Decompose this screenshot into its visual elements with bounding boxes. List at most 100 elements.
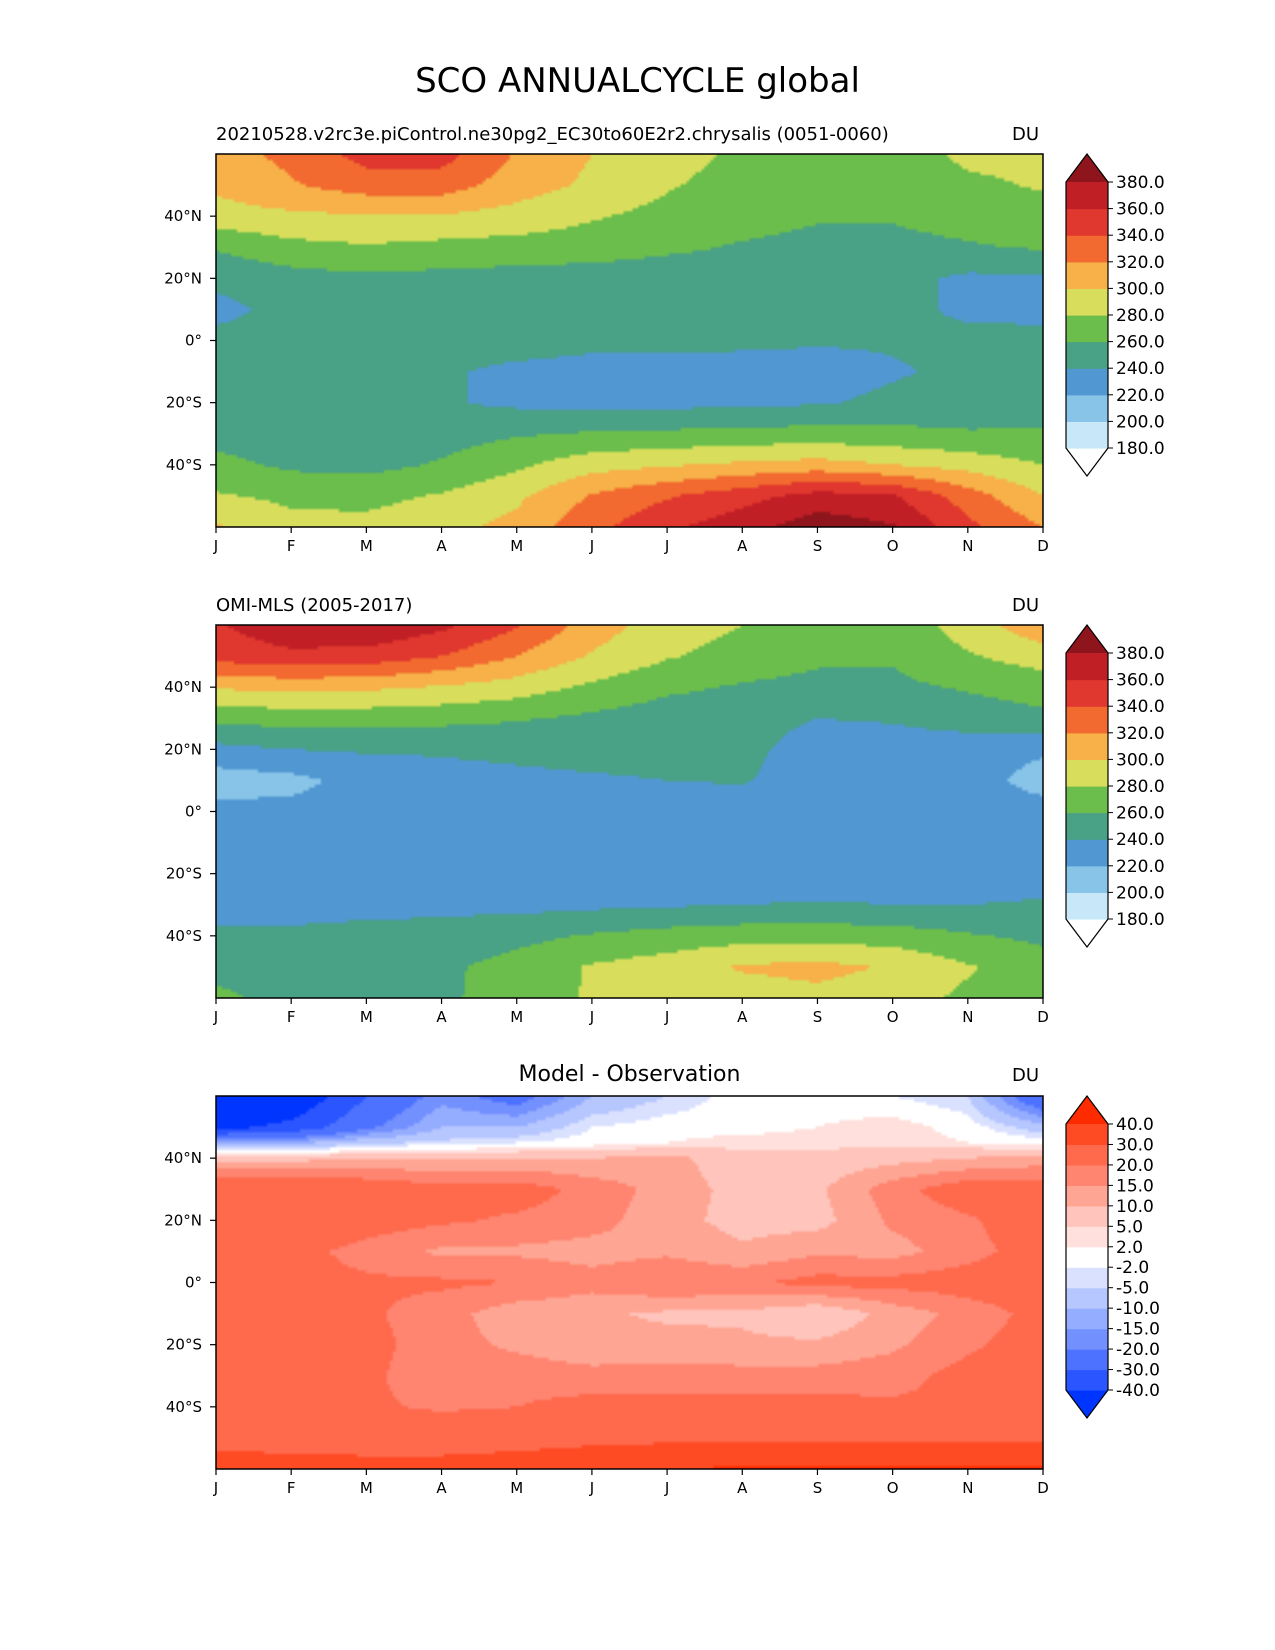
colorbar-label: 10.0 bbox=[1116, 1197, 1154, 1217]
contour-field bbox=[216, 154, 1043, 527]
x-tick-label: M bbox=[360, 1479, 373, 1497]
contour-field bbox=[216, 1096, 1043, 1469]
x-tick-label: F bbox=[287, 537, 296, 555]
panel-model-axes: J F M A M J J A S O N D 40°N 20°N 0° 20°S 40°S bbox=[164, 207, 1049, 555]
colorbar-segment bbox=[1066, 315, 1108, 343]
panel-difference-units: DU bbox=[1012, 1065, 1039, 1086]
colorbar-segment bbox=[1066, 1164, 1108, 1186]
colorbar-segment bbox=[1066, 679, 1108, 707]
panel-observation-contour bbox=[215, 624, 1044, 999]
colorbar-label: -15.0 bbox=[1116, 1320, 1160, 1340]
y-tick-label: 40°S bbox=[166, 1398, 202, 1416]
colorbar-segment bbox=[1066, 261, 1108, 289]
x-tick-label: O bbox=[887, 1008, 899, 1026]
colorbar-segment bbox=[1066, 1144, 1108, 1166]
x-tick-label: N bbox=[962, 1479, 973, 1497]
x-tick-label: A bbox=[436, 1008, 447, 1026]
x-tick-label: M bbox=[510, 1479, 523, 1497]
colorbar-label: 220.0 bbox=[1116, 857, 1165, 877]
x-tick-label: J bbox=[664, 1008, 669, 1026]
colorbar-segment bbox=[1066, 706, 1108, 734]
y-tick-label: 0° bbox=[185, 332, 202, 350]
colorbar-segment bbox=[1066, 1287, 1108, 1309]
colorbar-label: -30.0 bbox=[1116, 1361, 1160, 1381]
colorbar-label: 360.0 bbox=[1116, 200, 1165, 220]
x-tick-label: D bbox=[1037, 1008, 1049, 1026]
y-tick-label: 40°S bbox=[166, 927, 202, 945]
x-tick-label: J bbox=[589, 1479, 594, 1497]
panel-observation: OMI-MLS (2005-2017) DU J F M A M J J A S O N D 40°N 2… bbox=[164, 595, 1164, 1026]
x-tick-label: N bbox=[962, 1008, 973, 1026]
panel-model-contour bbox=[215, 153, 1044, 528]
y-tick-label: 40°S bbox=[166, 456, 202, 474]
colorbar-segment bbox=[1066, 1226, 1108, 1248]
x-tick-label: J bbox=[589, 1008, 594, 1026]
figure-title: SCO ANNUALCYCLE global bbox=[415, 61, 860, 101]
x-tick-label: M bbox=[360, 537, 373, 555]
colorbar-label: 280.0 bbox=[1116, 306, 1165, 326]
colorbar-segment bbox=[1066, 759, 1108, 787]
panel-model-units: DU bbox=[1012, 124, 1039, 145]
colorbar-label: 2.0 bbox=[1116, 1238, 1143, 1258]
colorbar-label: -10.0 bbox=[1116, 1299, 1160, 1319]
colorbar-segment bbox=[1066, 1308, 1108, 1330]
colorbar-label: -40.0 bbox=[1116, 1381, 1160, 1401]
colorbar-segment bbox=[1066, 208, 1108, 236]
y-tick-label: 20°N bbox=[164, 1211, 202, 1229]
y-tick-label: 40°N bbox=[164, 1149, 202, 1167]
colorbar-segment bbox=[1066, 839, 1108, 867]
x-tick-label: J bbox=[213, 1479, 218, 1497]
colorbar-extend-top bbox=[1066, 154, 1108, 182]
panel-difference-contour bbox=[215, 1095, 1044, 1470]
colorbar-segment bbox=[1066, 235, 1108, 263]
x-tick-label: F bbox=[287, 1479, 296, 1497]
y-tick-label: 20°N bbox=[164, 740, 202, 758]
colorbar-segment bbox=[1066, 865, 1108, 893]
colorbar-label: -2.0 bbox=[1116, 1258, 1149, 1278]
y-tick-label: 20°S bbox=[166, 865, 202, 883]
colorbar-label: 20.0 bbox=[1116, 1156, 1154, 1176]
panel-model-title-left: 20210528.v2rc3e.piControl.ne30pg2_EC30to… bbox=[216, 124, 889, 145]
colorbar-label: 220.0 bbox=[1116, 386, 1165, 406]
panel-model-colorbar: 380.0 360.0 340.0 320.0 300.0 280.0 260.0 240.0… bbox=[1065, 153, 1165, 477]
x-tick-label: O bbox=[887, 537, 899, 555]
colorbar-segment bbox=[1066, 1328, 1108, 1350]
x-tick-label: J bbox=[664, 537, 669, 555]
colorbar-label: 260.0 bbox=[1116, 333, 1165, 353]
colorbar-label: 300.0 bbox=[1116, 750, 1165, 770]
x-tick-label: J bbox=[213, 537, 218, 555]
colorbar-label: 320.0 bbox=[1116, 724, 1165, 744]
panel-difference-colorbar: 40.030.020.015.010.05.02.0-2.0-5.0-10.0-… bbox=[1065, 1095, 1160, 1419]
colorbar-label: 200.0 bbox=[1116, 883, 1165, 903]
colorbar-segment bbox=[1066, 732, 1108, 760]
y-tick-label: 0° bbox=[185, 803, 202, 821]
x-tick-label: S bbox=[813, 1479, 823, 1497]
x-tick-label: A bbox=[737, 1008, 748, 1026]
x-tick-label: A bbox=[737, 537, 748, 555]
colorbar-label: 240.0 bbox=[1116, 359, 1165, 379]
colorbar-label: 340.0 bbox=[1116, 697, 1165, 717]
x-tick-label: S bbox=[813, 1008, 823, 1026]
colorbar-segment bbox=[1066, 1349, 1108, 1371]
colorbar-segment bbox=[1066, 786, 1108, 814]
colorbar-segment bbox=[1066, 1205, 1108, 1227]
colorbar-extend-bottom bbox=[1066, 1390, 1108, 1418]
panel-difference-title-center: Model - Observation bbox=[519, 1062, 741, 1087]
colorbar-segment bbox=[1066, 421, 1108, 449]
panel-observation-axes: J F M A M J J A S O N D 40°N 20°N 0° 20°S 40°S bbox=[164, 678, 1049, 1026]
x-tick-label: J bbox=[664, 1479, 669, 1497]
panel-difference-axes: J F M A M J J A S O N D 40°N 20°N 0° 20°S 40°S bbox=[164, 1149, 1049, 1497]
x-tick-label: O bbox=[887, 1479, 899, 1497]
colorbar-label: 340.0 bbox=[1116, 226, 1165, 246]
colorbar-label: 360.0 bbox=[1116, 671, 1165, 691]
colorbar-extend-top bbox=[1066, 625, 1108, 653]
y-tick-label: 20°N bbox=[164, 269, 202, 287]
colorbar-label: 40.0 bbox=[1116, 1115, 1154, 1135]
panel-observation-units: DU bbox=[1012, 595, 1039, 616]
x-tick-label: A bbox=[737, 1479, 748, 1497]
colorbar-segment bbox=[1066, 892, 1108, 920]
y-tick-label: 20°S bbox=[166, 394, 202, 412]
x-tick-label: D bbox=[1037, 537, 1049, 555]
x-tick-label: F bbox=[287, 1008, 296, 1026]
